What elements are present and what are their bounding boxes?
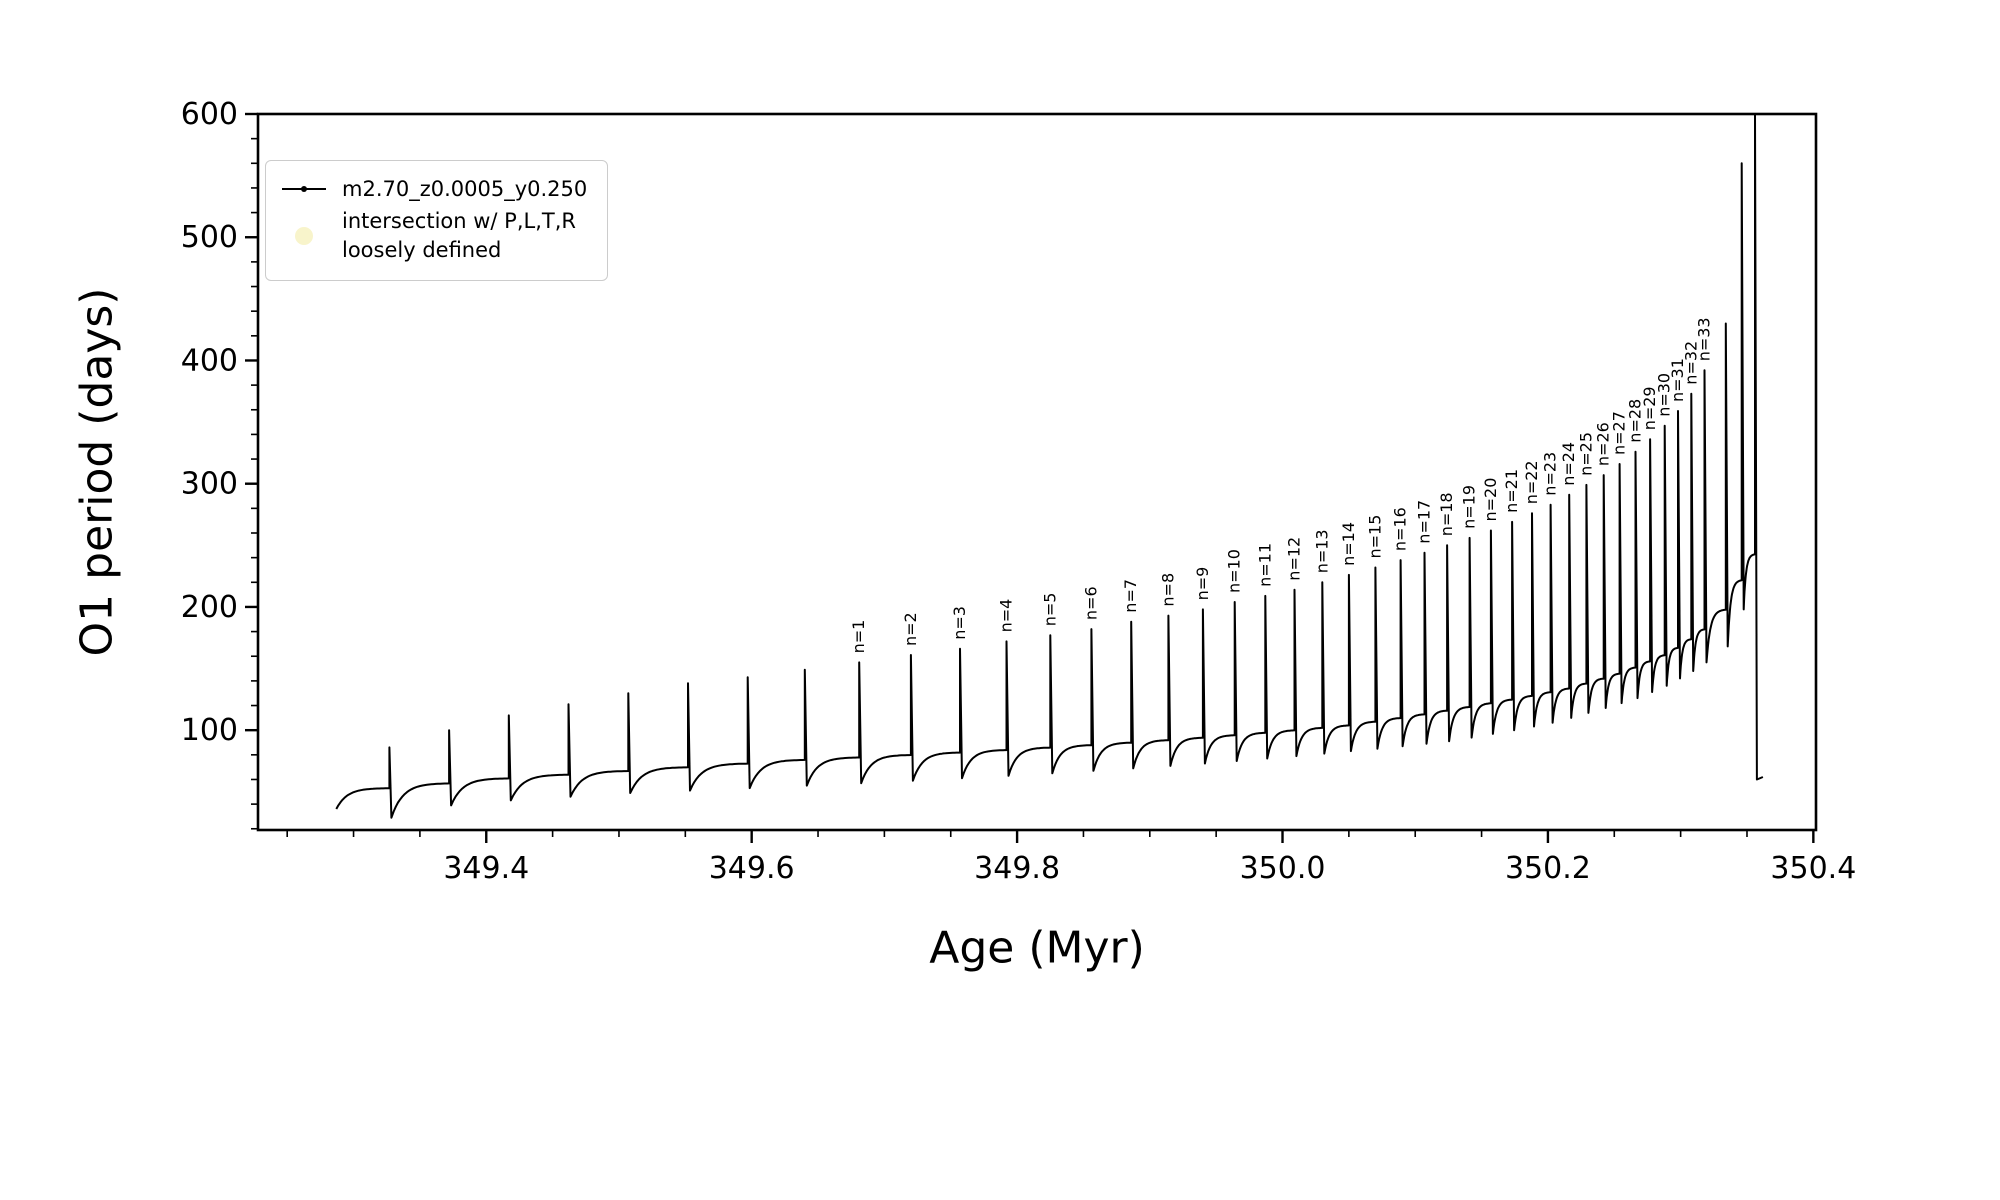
pulse-label: n=25 — [1576, 432, 1595, 476]
y-tick-label: 300 — [181, 467, 238, 502]
pulse-label: n=12 — [1285, 537, 1304, 581]
legend-entry-intersection: intersection w/ P,L,T,R loosely defined — [280, 207, 587, 264]
pulse-label: n=21 — [1502, 469, 1521, 513]
pulse-label: n=11 — [1255, 543, 1274, 587]
pulse-label: n=3 — [950, 606, 969, 640]
pulse-label: n=17 — [1415, 500, 1434, 544]
y-axis-label: O1 period (days) — [71, 287, 123, 657]
pulse-label: n=29 — [1640, 386, 1659, 430]
pulse-label: n=5 — [1040, 593, 1059, 627]
x-tick-label: 350.4 — [1770, 851, 1856, 886]
y-tick-label: 400 — [181, 343, 238, 378]
x-tick-label: 349.8 — [974, 851, 1060, 886]
y-tick-label: 600 — [181, 97, 238, 132]
pulse-label: n=8 — [1158, 573, 1177, 607]
pulse-label: n=32 — [1681, 341, 1700, 385]
pulse-label: n=7 — [1121, 579, 1140, 613]
circle-marker-icon — [280, 226, 328, 245]
pulse-label: n=18 — [1437, 492, 1456, 536]
pulse-label: n=33 — [1695, 317, 1714, 361]
legend-series-label: m2.70_z0.0005_y0.250 — [342, 177, 588, 201]
y-tick-label: 500 — [181, 220, 238, 255]
pulse-label: n=9 — [1193, 567, 1212, 601]
x-tick-label: 349.6 — [709, 851, 795, 886]
legend-intersection-label-line1: intersection w/ P,L,T,R — [342, 209, 576, 234]
y-tick-label: 200 — [181, 590, 238, 625]
pulse-label: n=27 — [1610, 411, 1629, 455]
pulse-label: n=14 — [1339, 522, 1358, 566]
pulse-label: n=24 — [1559, 442, 1578, 486]
legend-entry-series: m2.70_z0.0005_y0.250 — [280, 175, 587, 203]
pulse-label: n=13 — [1312, 529, 1331, 573]
pulse-label: n=30 — [1655, 373, 1674, 417]
pulse-label: n=10 — [1225, 549, 1244, 593]
pulse-label: n=20 — [1481, 478, 1500, 522]
pulse-label: n=22 — [1522, 460, 1541, 504]
x-tick-label: 350.0 — [1240, 851, 1326, 886]
pulse-label: n=23 — [1541, 452, 1560, 496]
x-tick-label: 350.2 — [1505, 851, 1591, 886]
x-axis-label: Age (Myr) — [929, 922, 1145, 974]
pulse-label: n=15 — [1365, 515, 1384, 559]
pulse-label: n=28 — [1626, 399, 1645, 443]
pulse-label: n=2 — [901, 612, 920, 646]
pulse-label: n=26 — [1594, 422, 1613, 466]
pulse-label: n=19 — [1460, 485, 1479, 529]
axes-frame — [256, 112, 1818, 832]
legend-intersection-label: intersection w/ P,L,T,R loosely defined — [342, 207, 576, 264]
line-dot-marker-icon — [280, 179, 328, 199]
legend: m2.70_z0.0005_y0.250 intersection w/ P,L… — [265, 160, 609, 282]
pulse-label: n=4 — [997, 599, 1016, 633]
pulse-label: n=1 — [849, 620, 868, 654]
pulse-label: n=6 — [1081, 586, 1100, 620]
x-tick-label: 349.4 — [443, 851, 529, 886]
series-line — [335, 113, 1764, 819]
legend-intersection-label-line2: loosely defined — [342, 237, 502, 262]
y-tick-label: 100 — [181, 713, 238, 748]
pulse-label: n=16 — [1391, 507, 1410, 551]
pulse-label: n=31 — [1668, 358, 1687, 402]
